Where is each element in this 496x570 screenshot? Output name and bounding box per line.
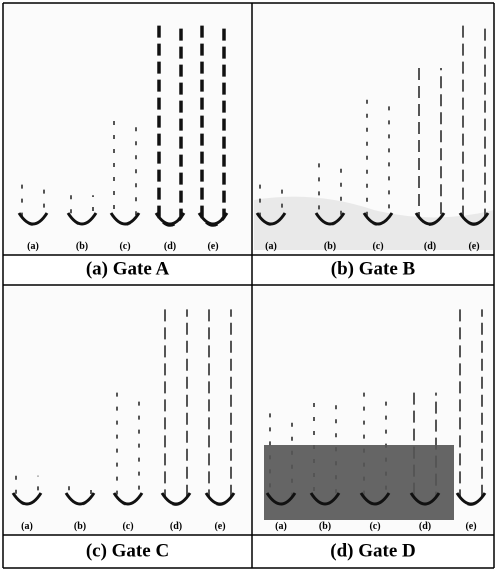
tube-bottom <box>265 492 297 506</box>
tube-bottom <box>66 212 98 226</box>
tube-bottom <box>458 212 490 226</box>
tube-bottom <box>362 212 394 226</box>
tube-label: (b) <box>74 521 86 532</box>
tube-label: (e) <box>468 241 479 252</box>
tube-bottom <box>112 492 144 506</box>
photo <box>3 287 252 535</box>
tube-label: (e) <box>214 521 225 532</box>
tube-bottom <box>309 492 341 506</box>
tube-label: (a) <box>27 241 39 252</box>
tube-bottom <box>414 212 446 226</box>
tube-label: (e) <box>465 521 476 532</box>
tube-label: (c) <box>122 521 133 532</box>
tube-bottom <box>359 492 391 506</box>
tube-label: (c) <box>369 521 380 532</box>
tube-bottom <box>455 492 487 506</box>
tube-bottom <box>160 492 192 506</box>
tube-label: (c) <box>372 241 383 252</box>
tube-bottom <box>11 492 43 506</box>
panel-caption: (d) Gate D <box>330 540 415 561</box>
photo-panel: (a) (b) (c) (d) (e) <box>252 287 494 535</box>
tube-label: (a) <box>21 521 33 532</box>
tube-bottom <box>255 212 287 226</box>
photo-panel: (a) (b) (c) (d) (e) <box>3 287 252 535</box>
tube-label: (b) <box>319 521 331 532</box>
liquid <box>264 445 454 520</box>
photo-panel: (a) (b) (c) (d) (e) <box>3 3 252 255</box>
tube-bottom <box>64 492 96 506</box>
tube-bottom <box>154 212 186 226</box>
tube-label: (b) <box>76 241 88 252</box>
tube-label: (d) <box>170 521 182 532</box>
photo-panel: (a) (b) (c) (d) (e) <box>252 3 494 255</box>
tube-bottom <box>409 492 441 506</box>
tube-label: (c) <box>119 241 130 252</box>
tube-bottom <box>109 212 141 226</box>
tube-label: (a) <box>275 521 287 532</box>
tube-label: (d) <box>419 521 431 532</box>
panel-caption: (a) Gate A <box>86 258 170 279</box>
tube-label: (e) <box>207 241 218 252</box>
photo <box>3 3 252 255</box>
tube-label: (a) <box>265 241 277 252</box>
tube-label: (d) <box>164 241 176 252</box>
panel-caption: (c) Gate C <box>86 540 169 561</box>
tube-bottom <box>17 212 49 226</box>
tube-label: (d) <box>424 241 436 252</box>
tube-bottom <box>197 212 229 226</box>
tube-bottom <box>314 212 346 226</box>
tube-bottom <box>204 492 236 506</box>
tube-label: (b) <box>324 241 336 252</box>
panel-caption: (b) Gate B <box>331 258 416 279</box>
